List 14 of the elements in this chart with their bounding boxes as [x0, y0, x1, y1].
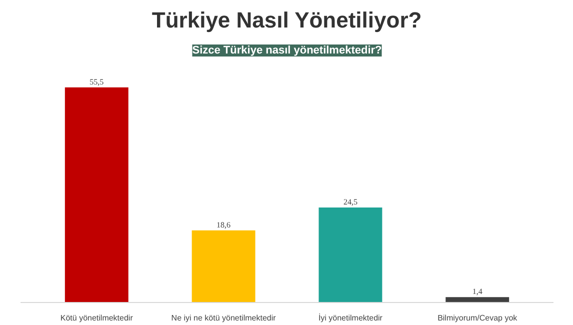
x-tick-label: İyi yönetilmektedir: [318, 314, 383, 322]
bar: [318, 208, 382, 302]
x-tick-label: Kötü yönetilmektedir: [60, 314, 134, 322]
data-label: 18,6: [216, 220, 231, 230]
x-tick-label: Ne iyi ne kötü yönetilmektedir: [171, 314, 276, 322]
chart-title: Türkiye Nasıl Yönetiliyor?: [152, 8, 422, 32]
x-tick-label: Bilmiyorum/Cevap yok: [438, 314, 518, 322]
bar: [446, 297, 510, 302]
bar: [64, 87, 128, 302]
data-label: 24,5: [343, 198, 358, 207]
chart-subtitle: Sizce Türkiye nasıl yönetilmektedir?: [192, 44, 382, 56]
bar: [192, 230, 256, 302]
data-label: 1,4: [472, 287, 482, 296]
data-label: 55,5: [90, 77, 104, 86]
